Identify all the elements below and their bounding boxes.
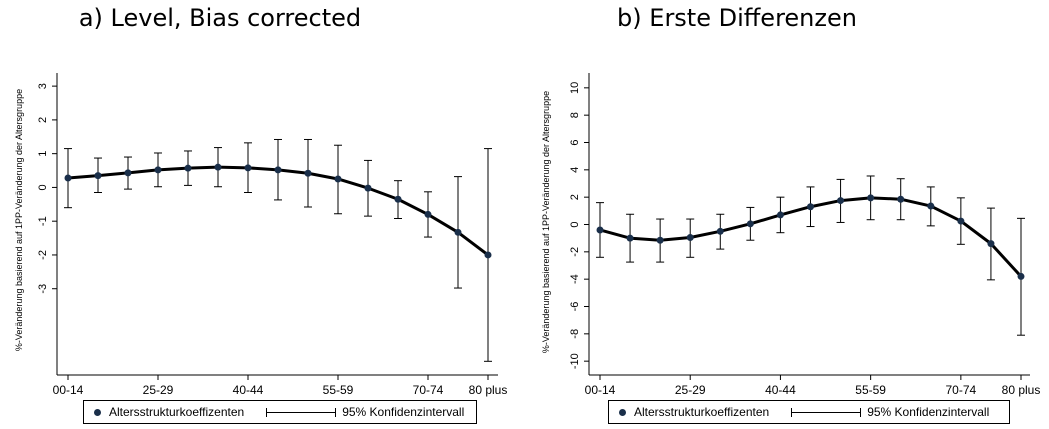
data-point [364,184,372,192]
chart-erste-differenzen: b) Erste Differenzen -10 -8 -6 -4 -2 0 2 4 6 8 10 0… [525,0,1049,429]
x-tick-label: 40-44 [765,383,796,397]
x-tick-label: 40-44 [233,383,264,397]
data-point [656,236,664,244]
data-point [274,166,282,174]
data-point [837,197,845,205]
legend: Altersstrukturkoeffizenten 95% Konfidenz… [83,400,477,424]
data-point [484,251,492,259]
y-tick-label: -3 [37,284,49,294]
data-point [987,240,995,248]
data-point [424,210,432,218]
data-point [304,169,312,177]
data-point [716,227,724,235]
y-tick-label: -2 [37,250,49,260]
y-tick-label: 10 [569,82,581,94]
x-tick-label: 80 plus [1002,383,1041,397]
data-point [957,217,965,225]
data-point [184,164,192,172]
x-tick-label: 25-29 [675,383,706,397]
data-point [1017,272,1025,280]
data-point [626,234,634,242]
data-point [897,195,905,203]
y-tick-label: 0 [37,184,49,190]
legend-ci-icon [266,407,337,417]
legend-ci-label: 95% Konfidenzintervall [342,405,465,419]
chart-a-plot: -3 -2 -1 0 1 2 3 00-14 25-29 40-44 55-59 70-74 80 pl… [14,73,508,397]
legend-ci-icon [791,407,862,417]
y-tick-label: 1 [37,151,49,157]
x-tick-label: 55-59 [855,383,886,397]
x-tick-label: 25-29 [143,383,174,397]
y-tick-label: 0 [569,221,581,227]
chart-b-plot: -10 -8 -6 -4 -2 0 2 4 6 8 10 00-14 25-29 40-44 55-59 70… [541,73,1041,397]
legend-point-label: Altersstrukturkoeffizenten [634,405,770,419]
y-tick-label: 2 [569,194,581,200]
y-tick-label: 8 [569,112,581,118]
y-tick-label: -6 [569,302,581,312]
y-tick-label: 3 [37,83,49,89]
x-tick-label: 70-74 [946,383,977,397]
legend: Altersstrukturkoeffizenten 95% Konfidenz… [608,400,1010,424]
data-point [214,163,222,171]
chart-title: a) Level, Bias corrected [78,4,362,32]
y-axis-label: %-Veränderung basierend auf 1PP-Veränder… [14,89,24,351]
data-point [124,169,132,177]
y-tick-label: -4 [569,274,581,284]
y-axis-label: %-Veränderung basierend auf 1PP-Veränder… [541,91,551,353]
data-point [394,195,402,203]
data-point [807,203,814,211]
y-tick-label: 6 [569,139,581,145]
data-point [154,166,162,174]
legend-marker-icon [619,408,626,416]
y-tick-label: -1 [37,216,49,226]
data-point [686,233,694,241]
data-point [244,164,252,172]
data-point [867,194,875,202]
x-tick-label: 00-14 [53,383,84,397]
legend-ci-label: 95% Konfidenzintervall [867,405,990,419]
y-tick-label: -10 [569,353,581,369]
x-tick-label: 70-74 [413,383,444,397]
chart-title: b) Erste Differenzen [617,4,857,32]
data-point [64,174,72,182]
data-point [776,211,784,219]
data-point [746,220,754,228]
legend-point-label: Altersstrukturkoeffizenten [109,405,245,419]
y-tick-label: 4 [569,167,581,173]
legend-marker-icon [94,408,101,416]
data-point [94,172,102,180]
x-tick-label: 80 plus [469,383,508,397]
data-point [454,228,462,236]
data-point [927,202,935,210]
data-point [596,226,604,234]
x-tick-label: 00-14 [585,383,616,397]
y-tick-label: 2 [37,117,49,123]
y-tick-label: -8 [569,329,581,339]
chart-level-bias-corrected: a) Level, Bias corrected -3 -2 -1 0 1 2 3 00-14… [0,0,520,429]
data-point [334,175,342,183]
x-tick-label: 55-59 [323,383,354,397]
y-tick-label: -2 [569,247,581,257]
